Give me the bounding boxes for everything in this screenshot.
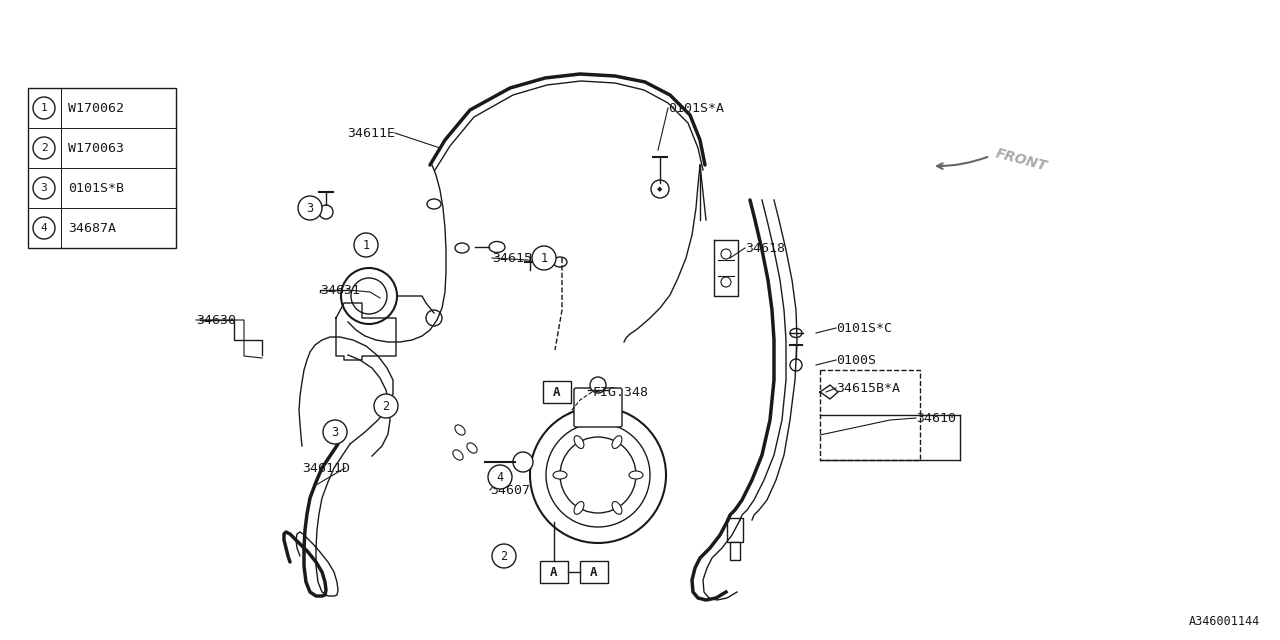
Text: 34615B*A: 34615B*A (836, 381, 900, 394)
Text: FRONT: FRONT (995, 146, 1048, 173)
Text: 34615C: 34615C (492, 252, 540, 264)
Ellipse shape (612, 502, 622, 515)
Ellipse shape (612, 436, 622, 449)
Text: A: A (550, 566, 558, 579)
Circle shape (721, 277, 731, 287)
Bar (543, 381, 571, 403)
Circle shape (33, 97, 55, 119)
Circle shape (488, 465, 512, 489)
Text: 4: 4 (41, 223, 47, 233)
Circle shape (790, 359, 803, 371)
Circle shape (33, 217, 55, 239)
Bar (727, 518, 742, 542)
Circle shape (319, 205, 333, 219)
Text: A346001144: A346001144 (1189, 615, 1260, 628)
Text: 0100S: 0100S (836, 353, 876, 367)
Text: 2: 2 (41, 143, 47, 153)
Ellipse shape (454, 243, 468, 253)
Circle shape (33, 137, 55, 159)
Text: 34611E: 34611E (347, 127, 396, 140)
Text: FIG.348: FIG.348 (593, 385, 648, 399)
Circle shape (532, 246, 556, 270)
Ellipse shape (428, 199, 442, 209)
Bar (580, 561, 608, 583)
Text: 4: 4 (497, 470, 503, 483)
Text: 34610: 34610 (916, 412, 956, 424)
Ellipse shape (573, 502, 584, 515)
Text: 0101S*A: 0101S*A (668, 102, 724, 115)
Text: 34607: 34607 (490, 483, 530, 497)
Ellipse shape (790, 328, 803, 337)
Circle shape (33, 177, 55, 199)
Text: 34618: 34618 (745, 241, 785, 255)
Circle shape (426, 310, 442, 326)
Text: 2: 2 (383, 399, 389, 413)
Circle shape (340, 268, 397, 324)
Text: 1: 1 (540, 252, 548, 264)
Circle shape (298, 196, 323, 220)
Text: 3: 3 (332, 426, 339, 438)
Text: 34687A: 34687A (68, 221, 116, 234)
Ellipse shape (535, 257, 549, 267)
Bar (28, 88, 177, 248)
Ellipse shape (553, 471, 567, 479)
Text: A: A (590, 566, 598, 579)
Text: 34631: 34631 (320, 284, 360, 296)
Text: 1: 1 (362, 239, 370, 252)
Ellipse shape (489, 241, 506, 253)
Text: 2: 2 (500, 550, 508, 563)
Ellipse shape (553, 257, 567, 267)
Ellipse shape (573, 436, 584, 449)
Circle shape (355, 233, 378, 257)
Text: 34611D: 34611D (302, 461, 349, 474)
Bar (730, 542, 740, 560)
Text: 0101S*C: 0101S*C (836, 321, 892, 335)
FancyBboxPatch shape (573, 388, 622, 427)
Text: 3: 3 (306, 202, 314, 214)
Ellipse shape (628, 471, 643, 479)
Text: 1: 1 (41, 103, 47, 113)
Ellipse shape (467, 443, 477, 453)
Circle shape (590, 377, 605, 393)
Bar (540, 561, 568, 583)
Text: ◆: ◆ (658, 186, 663, 192)
Circle shape (652, 180, 669, 198)
Text: 3: 3 (41, 183, 47, 193)
Circle shape (323, 420, 347, 444)
Circle shape (374, 394, 398, 418)
Text: W170062: W170062 (68, 102, 124, 115)
Ellipse shape (454, 425, 465, 435)
Text: W170063: W170063 (68, 141, 124, 154)
Ellipse shape (453, 450, 463, 460)
Circle shape (492, 544, 516, 568)
Circle shape (530, 407, 666, 543)
Text: 34630: 34630 (196, 314, 236, 326)
Text: 0101S*B: 0101S*B (68, 182, 124, 195)
Text: A: A (553, 385, 561, 399)
Circle shape (721, 249, 731, 259)
Circle shape (513, 452, 532, 472)
